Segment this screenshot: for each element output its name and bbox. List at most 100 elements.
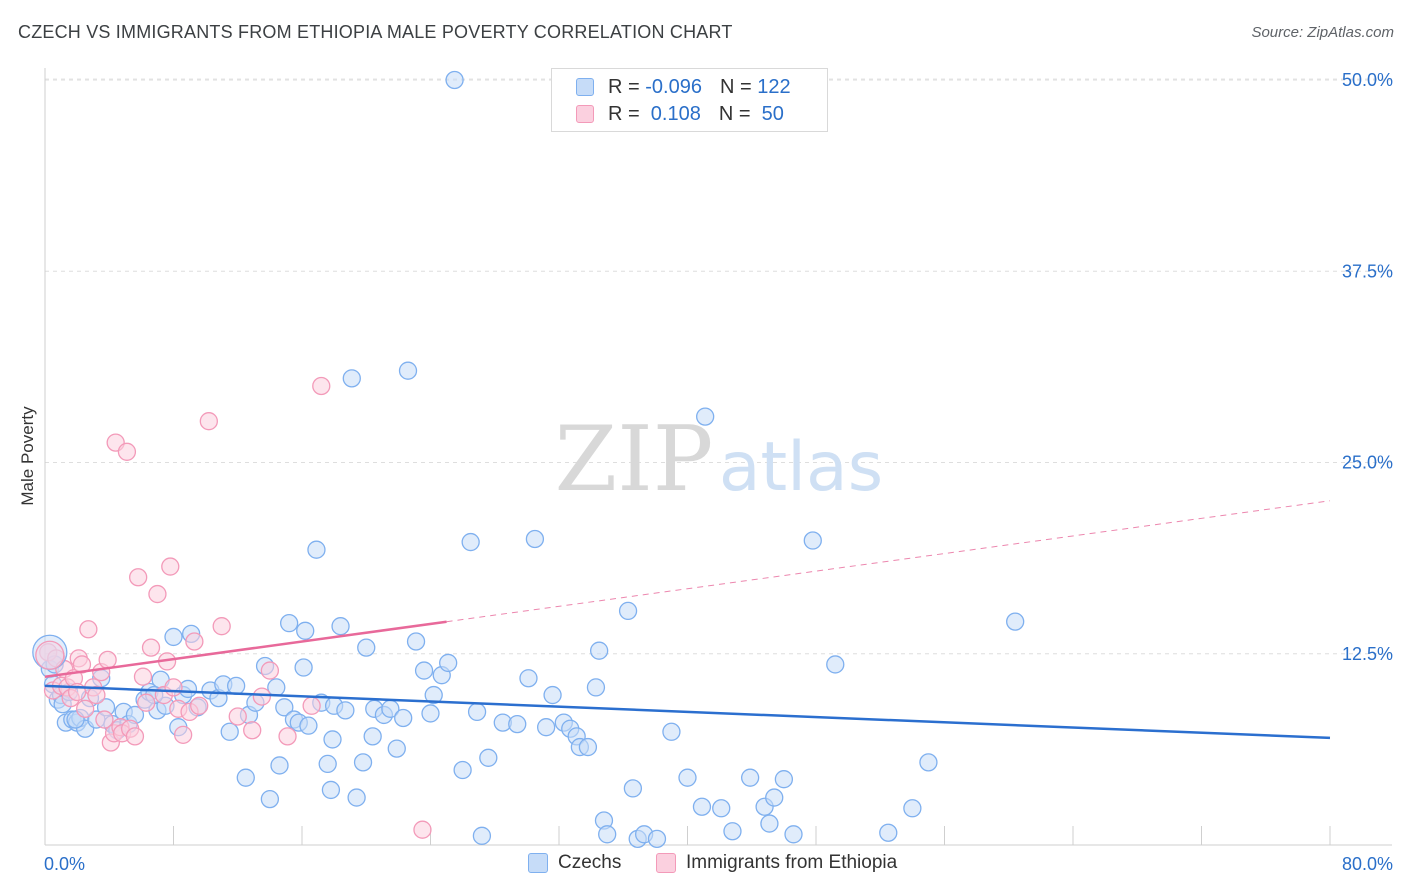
data-point bbox=[236, 768, 255, 787]
data-point bbox=[662, 722, 681, 741]
y-tick-label: 12.5% bbox=[1342, 644, 1393, 664]
data-point bbox=[129, 568, 148, 587]
data-point bbox=[226, 676, 246, 696]
data-point bbox=[467, 702, 487, 722]
data-point bbox=[275, 698, 294, 717]
data-point bbox=[278, 727, 297, 746]
data-point bbox=[445, 70, 464, 90]
data-point bbox=[598, 825, 617, 844]
data-point bbox=[903, 799, 922, 818]
data-point bbox=[173, 725, 193, 744]
y-axis-label: Male Poverty bbox=[18, 406, 37, 506]
n-value: 50 bbox=[756, 102, 784, 125]
data-point bbox=[95, 710, 114, 729]
data-point bbox=[919, 753, 938, 772]
trend-line bbox=[44, 620, 447, 678]
data-point bbox=[826, 655, 845, 674]
czechs-swatch bbox=[576, 78, 594, 96]
data-point bbox=[414, 661, 434, 680]
data-point bbox=[318, 754, 337, 774]
data-point bbox=[879, 823, 898, 842]
data-point bbox=[623, 779, 643, 798]
data-point bbox=[141, 638, 161, 657]
data-point bbox=[185, 632, 204, 651]
data-point bbox=[590, 641, 609, 660]
data-points bbox=[32, 70, 1025, 849]
n-value: 122 bbox=[757, 75, 791, 98]
data-point bbox=[270, 756, 289, 775]
watermark-zip: ZIP bbox=[555, 407, 714, 512]
data-point bbox=[125, 727, 145, 746]
legend-item-ethiopia: Immigrants from Ethiopia bbox=[656, 852, 897, 874]
data-point bbox=[508, 714, 527, 734]
ethiopia-swatch bbox=[656, 853, 676, 873]
data-point bbox=[279, 614, 299, 633]
legend-label: Immigrants from Ethiopia bbox=[686, 852, 898, 873]
data-point bbox=[164, 627, 183, 647]
source-label: Source: ZipAtlas.com bbox=[1251, 24, 1394, 41]
data-point bbox=[243, 721, 262, 740]
data-point bbox=[76, 699, 95, 718]
y-tick-label: 25.0% bbox=[1342, 453, 1393, 473]
legend-item-czechs: Czechs bbox=[528, 852, 621, 874]
data-point bbox=[472, 826, 492, 845]
czechs-swatch bbox=[528, 853, 548, 873]
data-point bbox=[35, 640, 65, 670]
data-point bbox=[803, 531, 822, 550]
data-point bbox=[307, 540, 326, 559]
data-point bbox=[72, 655, 92, 674]
data-point bbox=[586, 678, 606, 697]
data-point bbox=[424, 685, 443, 705]
data-point bbox=[299, 716, 318, 735]
data-point bbox=[312, 376, 331, 396]
data-point bbox=[148, 584, 167, 604]
data-point bbox=[252, 687, 271, 706]
data-point bbox=[228, 707, 247, 726]
stats-legend: R = -0.096 N = 122 R = 0.108 N = 50 bbox=[551, 68, 828, 132]
data-point bbox=[296, 621, 315, 640]
watermark: ZIP atlas bbox=[555, 407, 883, 512]
data-point bbox=[439, 653, 458, 673]
y-tick-label: 37.5% bbox=[1342, 261, 1393, 281]
data-point bbox=[537, 718, 556, 737]
axes bbox=[44, 68, 1392, 846]
data-point bbox=[347, 788, 366, 807]
data-point bbox=[760, 814, 779, 833]
data-point bbox=[387, 739, 406, 758]
data-point bbox=[117, 442, 137, 461]
data-point bbox=[1006, 612, 1025, 631]
watermark-atlas: atlas bbox=[719, 428, 883, 507]
r-label: R = bbox=[608, 102, 646, 125]
data-point bbox=[302, 696, 321, 715]
data-point bbox=[618, 601, 638, 621]
data-point bbox=[190, 696, 209, 715]
r-value: 0.108 bbox=[645, 102, 701, 125]
data-point bbox=[79, 620, 98, 639]
data-point bbox=[543, 685, 562, 705]
tick-labels: 12.5% 25.0% 37.5% 50.0% 0.0% 80.0% bbox=[44, 70, 1393, 874]
trend-lines bbox=[44, 500, 1331, 740]
data-point bbox=[398, 361, 418, 380]
data-point bbox=[87, 685, 106, 705]
data-point bbox=[394, 708, 413, 728]
data-point bbox=[406, 632, 426, 651]
data-point bbox=[353, 753, 373, 772]
y-tick-label: 50.0% bbox=[1342, 70, 1393, 90]
gridlines bbox=[45, 78, 1392, 655]
data-point bbox=[199, 412, 218, 431]
r-value: -0.096 bbox=[645, 75, 702, 98]
trend-line-dashed bbox=[446, 500, 1331, 623]
data-point bbox=[578, 737, 598, 757]
data-point bbox=[479, 748, 498, 767]
data-point bbox=[647, 829, 667, 849]
legend-row-czechs: R = -0.096 N = 122 bbox=[576, 75, 791, 99]
data-point bbox=[740, 768, 760, 787]
data-point bbox=[294, 658, 313, 677]
data-point bbox=[323, 730, 342, 749]
series-legend: Czechs Immigrants from Ethiopia bbox=[0, 852, 1406, 878]
data-point bbox=[336, 701, 355, 720]
x-tick-label: 80.0% bbox=[1342, 854, 1393, 874]
data-point bbox=[784, 825, 803, 844]
data-point bbox=[133, 667, 153, 686]
